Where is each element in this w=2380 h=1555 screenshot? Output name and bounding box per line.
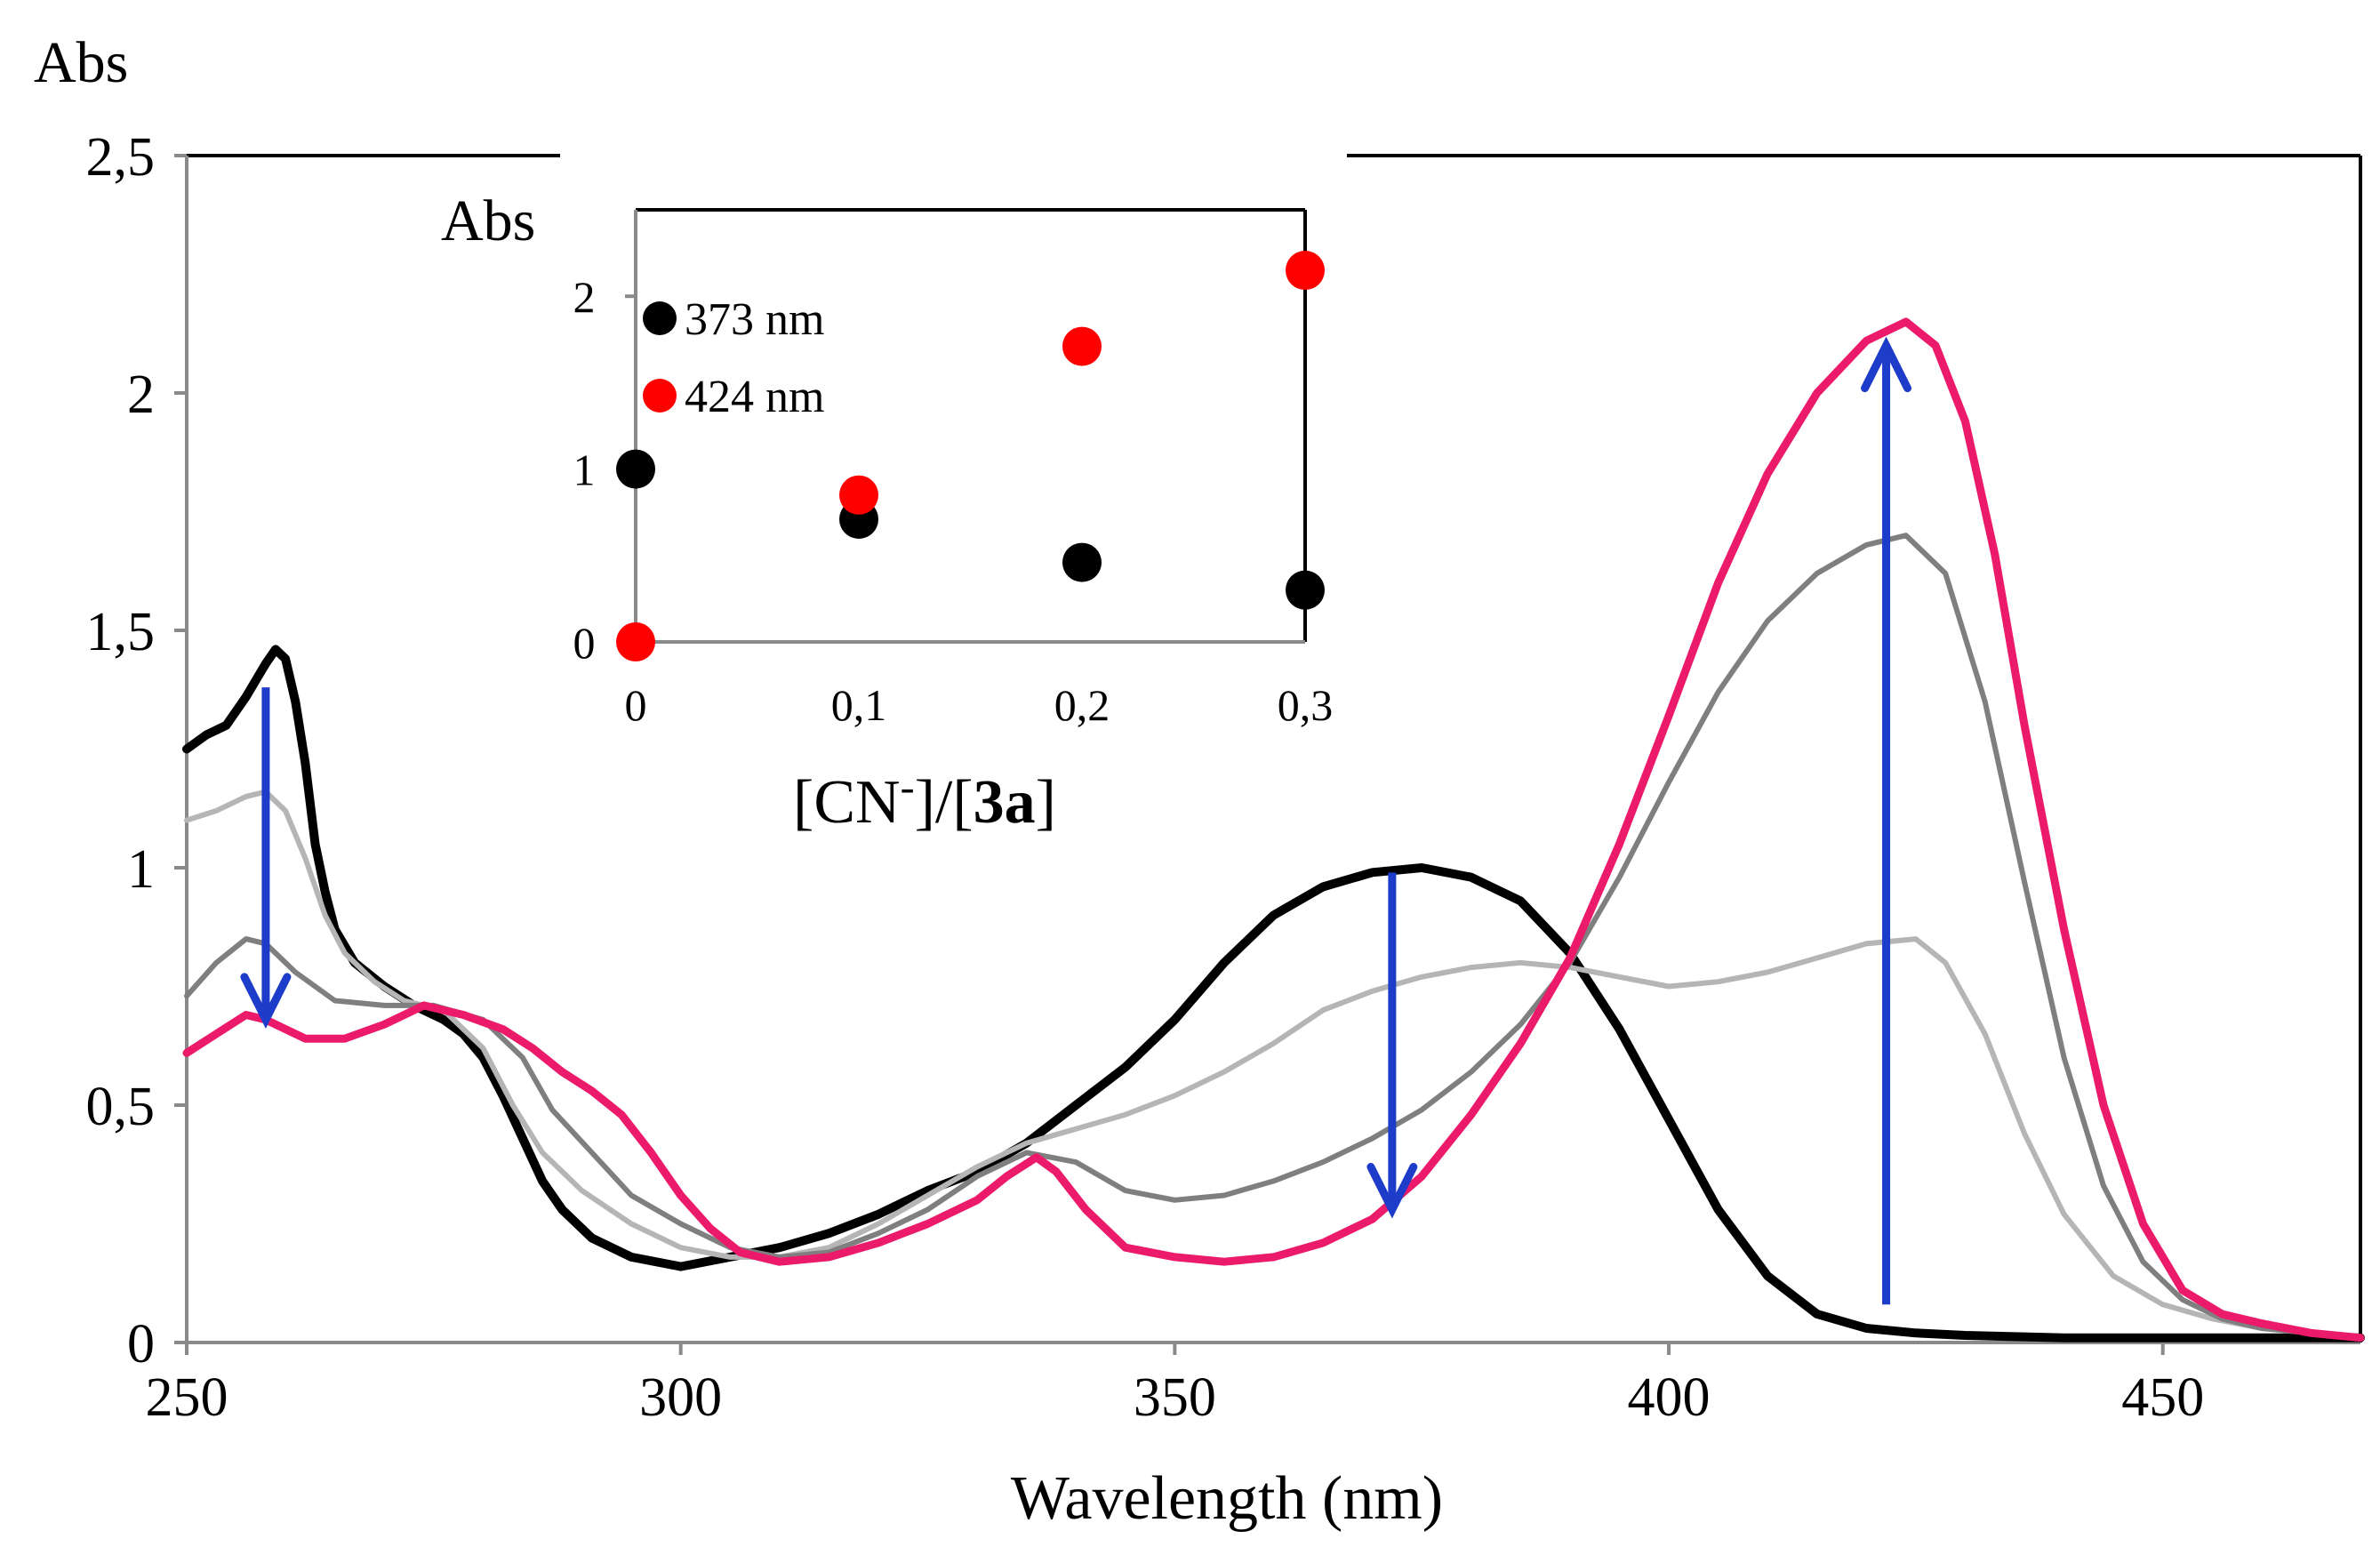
trend-arrow-2 — [1861, 336, 1912, 1305]
inset-tick-labels: 0 1 2 0 0,1 0,2 0,3 — [573, 272, 1334, 730]
inset-x-tick-label: 0 — [625, 680, 647, 730]
legend-label-0: 373 nm — [685, 294, 824, 345]
y-tick-label: 2 — [127, 365, 155, 425]
inset-point-1-3 — [1286, 251, 1325, 291]
inset-x-title-part-b: ]/[ — [915, 768, 974, 837]
inset-point-0-0 — [616, 449, 655, 489]
inset-y-axis-title: Abs — [441, 188, 535, 253]
trend-arrows — [240, 336, 1912, 1305]
legend-label-1: 424 nm — [685, 372, 824, 422]
y-tick-label: 1 — [127, 839, 155, 900]
inset-chart — [560, 151, 1347, 862]
inset-points — [616, 251, 1325, 661]
inset-x-title-superscript: - — [901, 764, 915, 811]
inset-y-tick-label: 0 — [573, 618, 596, 668]
trend-arrow-0 — [240, 687, 292, 1029]
inset-x-tick-label: 0,3 — [1278, 680, 1334, 730]
x-tick-label: 250 — [146, 1367, 228, 1428]
legend-marker-0 — [643, 301, 677, 335]
inset-point-0-3 — [1286, 570, 1325, 610]
x-tick-label: 300 — [639, 1367, 722, 1428]
y-tick-label: 0,5 — [86, 1077, 156, 1137]
inset-point-1-2 — [1062, 326, 1102, 366]
legend-marker-1 — [643, 379, 677, 413]
x-tick-label: 350 — [1134, 1367, 1216, 1428]
series-line-0 — [182, 645, 2365, 1343]
x-tick-label: 400 — [1628, 1367, 1711, 1428]
main-x-axis-title: Wavelength (nm) — [1011, 1464, 1443, 1533]
inset-background — [560, 151, 1347, 862]
y-tick-label: 2,5 — [86, 127, 156, 188]
inset-x-title-part-c: ] — [1036, 768, 1056, 837]
y-tick-label: 0 — [127, 1314, 155, 1375]
series-line-3 — [182, 317, 2365, 1343]
inset-point-1-1 — [839, 475, 878, 515]
inset-x-title-bold: 3a — [974, 768, 1036, 837]
inset-point-0-2 — [1062, 542, 1102, 582]
inset-y-tick-label: 1 — [573, 445, 596, 495]
inset-legend: 373 nm 424 nm — [643, 294, 824, 422]
inset-x-axis-title: [CN-]/[3a] — [793, 764, 1056, 837]
x-tick-label: 450 — [2121, 1367, 2204, 1428]
main-tick-labels: 0 0,5 1 1,5 2 2,5 250 300 350 400 450 — [86, 127, 2205, 1428]
inset-x-tick-label: 0,2 — [1054, 680, 1110, 730]
inset-x-title-part-a: [CN — [793, 768, 901, 837]
main-series-group — [182, 317, 2365, 1343]
trend-arrow-1 — [1366, 872, 1418, 1219]
main-y-axis-title: Abs — [34, 30, 128, 95]
y-tick-label: 1,5 — [86, 602, 156, 662]
series-line-1 — [184, 789, 2363, 1341]
inset-y-tick-label: 2 — [573, 272, 596, 322]
inset-point-1-0 — [616, 622, 655, 661]
inset-x-tick-label: 0,1 — [831, 680, 887, 730]
